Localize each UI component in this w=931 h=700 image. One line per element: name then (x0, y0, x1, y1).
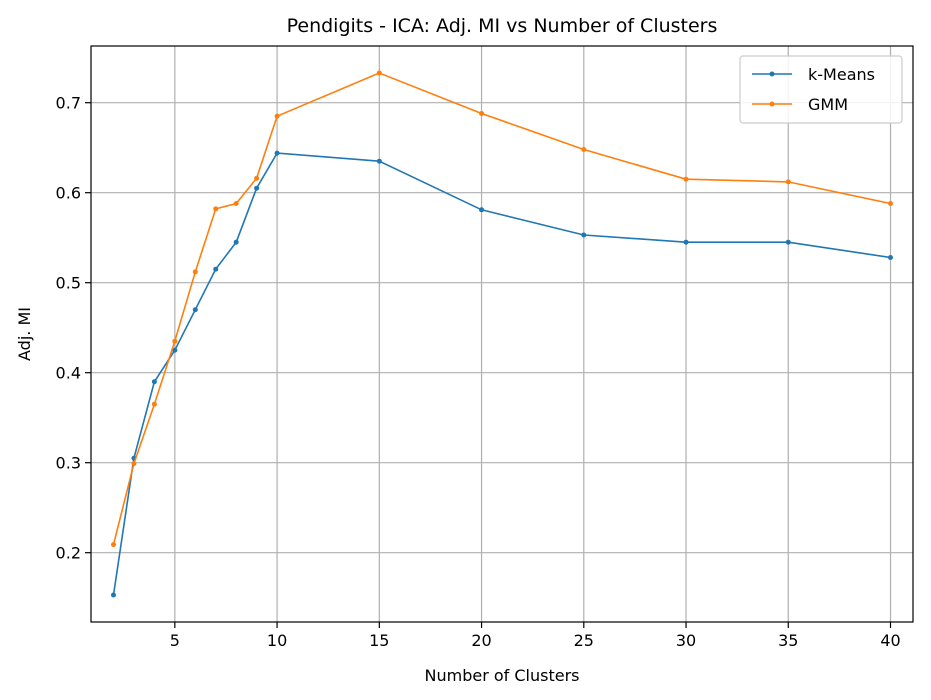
x-tick-label: 5 (170, 631, 180, 650)
data-point-gmm (254, 175, 260, 181)
data-point-gmm (785, 179, 791, 185)
data-point-k-means (376, 158, 382, 164)
axis-ticks: 5 10 15 20 25 30 35 40 0.2 0.3 0.4 0.5 0.6 0.7 (56, 94, 901, 650)
data-point-k-means (233, 239, 239, 245)
data-point-gmm (581, 147, 587, 152)
series-line-k-means (112, 152, 891, 596)
data-point-gmm (233, 201, 239, 206)
data-point-k-means (110, 592, 116, 598)
data-point-gmm (110, 542, 116, 548)
legend-label-gmm: GMM (808, 95, 848, 114)
data-point-k-means (151, 379, 157, 385)
data-point-gmm (172, 338, 178, 344)
x-tick-label: 10 (267, 631, 287, 650)
plot-frame (90, 45, 914, 623)
x-tick-label: 25 (574, 631, 594, 650)
series-line-gmm (112, 72, 891, 545)
data-point-gmm (479, 111, 485, 116)
x-tick-label: 35 (778, 631, 798, 650)
data-point-gmm (888, 201, 894, 206)
x-axis-label: Number of Clusters (425, 666, 580, 685)
data-point-k-means (274, 150, 280, 156)
data-point-k-means (683, 239, 689, 245)
data-point-gmm (274, 113, 280, 119)
data-point-k-means (254, 185, 260, 191)
data-point-gmm (683, 176, 689, 182)
data-point-k-means (888, 255, 894, 260)
y-tick-label: 0.7 (56, 94, 81, 113)
data-point-k-means (172, 347, 178, 353)
legend-label-k-means: k-Means (808, 65, 875, 84)
data-point-gmm (131, 461, 137, 467)
series-layer (110, 70, 894, 598)
data-point-gmm (151, 401, 157, 407)
data-point-gmm (192, 269, 198, 275)
grid (91, 46, 913, 622)
legend-box (739, 55, 903, 124)
data-point-k-means (479, 207, 485, 213)
y-tick-label: 0.4 (56, 364, 81, 383)
data-point-k-means (213, 266, 219, 272)
x-tick-label: 20 (471, 631, 491, 650)
data-point-gmm (213, 206, 219, 212)
y-axis-label: Adj. MI (15, 307, 34, 361)
y-tick-label: 0.3 (56, 454, 81, 473)
data-point-k-means (581, 232, 587, 238)
y-tick-label: 0.2 (56, 544, 81, 563)
legend-marker-k-means (769, 71, 775, 77)
x-tick-label: 15 (369, 631, 389, 650)
y-tick-label: 0.6 (56, 184, 81, 203)
data-point-k-means (785, 239, 791, 245)
data-point-gmm (376, 70, 382, 76)
y-tick-label: 0.5 (56, 274, 81, 293)
legend: k-Means GMM (739, 55, 903, 124)
legend-marker-gmm (769, 101, 775, 107)
x-tick-label: 40 (880, 631, 900, 650)
chart-title: Pendigits - ICA: Adj. MI vs Number of Cl… (287, 15, 718, 37)
x-tick-label: 30 (676, 631, 696, 650)
data-point-k-means (192, 307, 198, 313)
